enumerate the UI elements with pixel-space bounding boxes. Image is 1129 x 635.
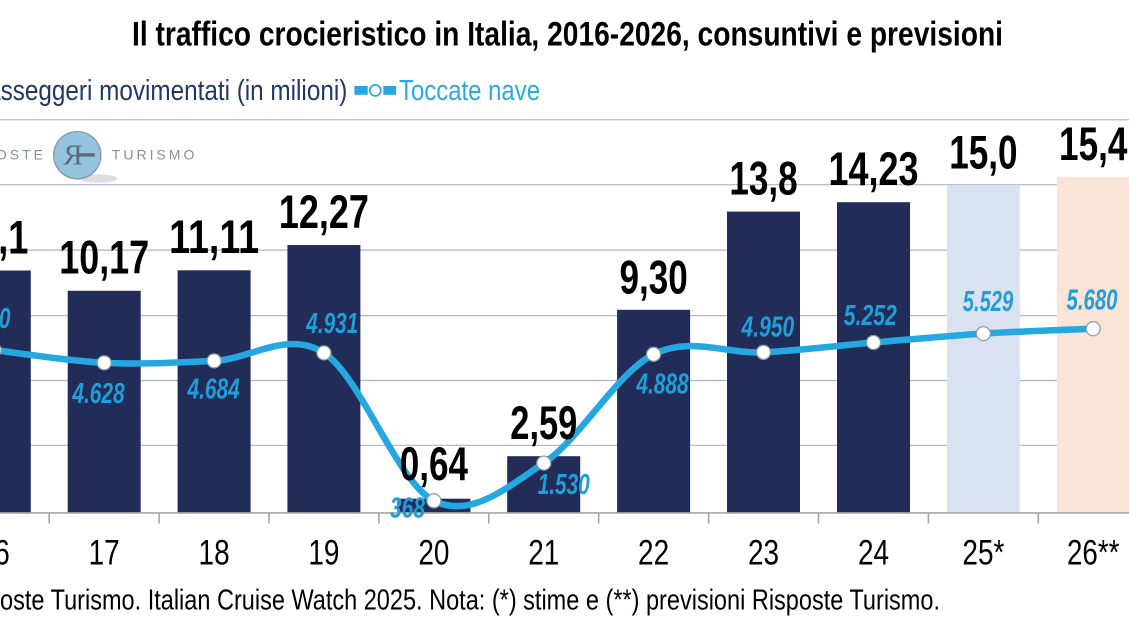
svg-text:4.628: 4.628 [72, 378, 125, 410]
svg-text:22: 22 [638, 533, 669, 573]
svg-text:15,0: 15,0 [949, 125, 1017, 178]
svg-text:Il traffico crocieristico in I: Il traffico crocieristico in Italia, 201… [132, 16, 1003, 54]
svg-text:13,8: 13,8 [729, 152, 797, 205]
svg-text:17: 17 [89, 533, 120, 573]
svg-text:24: 24 [858, 533, 889, 573]
svg-text:5.252: 5.252 [844, 300, 897, 332]
svg-text:9,30: 9,30 [619, 251, 687, 304]
svg-text:10,17: 10,17 [59, 231, 149, 284]
svg-text:19: 19 [308, 533, 339, 573]
svg-text:4.950: 4.950 [0, 303, 11, 335]
svg-text:12,27: 12,27 [279, 185, 369, 238]
svg-text:5.680: 5.680 [1067, 284, 1118, 316]
svg-text:4.950: 4.950 [741, 312, 795, 344]
svg-text:16: 16 [0, 533, 10, 573]
svg-text:5.529: 5.529 [963, 286, 1014, 318]
svg-text:26**: 26** [1067, 533, 1120, 573]
svg-text:RISPOSTE: RISPOSTE [0, 147, 46, 163]
svg-text:23: 23 [748, 533, 779, 573]
svg-text:368: 368 [390, 493, 425, 525]
svg-text:Passeggeri movimentati (in mil: Passeggeri movimentati (in milioni) [0, 75, 347, 107]
svg-text:4.888: 4.888 [636, 368, 689, 400]
svg-text:4.931: 4.931 [306, 308, 359, 340]
svg-text:2,59: 2,59 [510, 396, 577, 449]
svg-text:18: 18 [199, 533, 230, 573]
svg-text:21: 21 [528, 533, 559, 573]
svg-text:0,64: 0,64 [400, 437, 468, 490]
svg-text:TURISMO: TURISMO [112, 147, 198, 163]
svg-text:11,11: 11,11 [169, 210, 259, 263]
svg-text:15,4: 15,4 [1059, 117, 1127, 170]
svg-text:R: R [63, 140, 83, 172]
svg-text:Toccate nave: Toccate nave [399, 75, 540, 107]
svg-text:11,1: 11,1 [0, 211, 28, 264]
svg-text:Risposte Turismo. Italian Crui: Risposte Turismo. Italian Cruise Watch 2… [0, 585, 940, 617]
svg-text:25*: 25* [962, 533, 1004, 573]
svg-text:1.530: 1.530 [538, 469, 590, 501]
svg-text:14,23: 14,23 [829, 142, 919, 195]
svg-text:20: 20 [418, 533, 449, 573]
svg-text:4.684: 4.684 [187, 373, 240, 405]
